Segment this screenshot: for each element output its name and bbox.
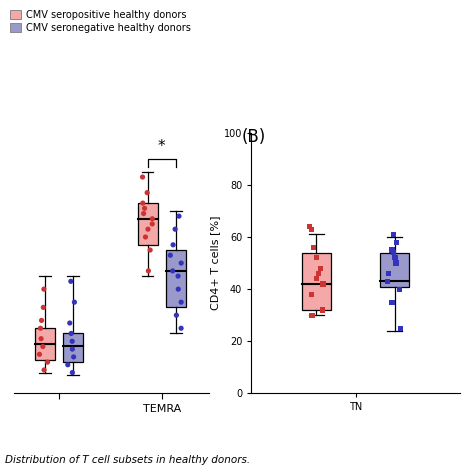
Point bbox=[314, 270, 322, 277]
Text: (B): (B) bbox=[242, 128, 266, 146]
Point bbox=[67, 277, 74, 285]
Point bbox=[312, 275, 320, 283]
Point bbox=[392, 259, 400, 267]
Point bbox=[396, 285, 403, 293]
Point bbox=[64, 361, 72, 369]
Point bbox=[308, 311, 316, 319]
Point bbox=[397, 324, 404, 332]
Point bbox=[169, 267, 176, 274]
Point bbox=[139, 199, 146, 207]
Point bbox=[40, 366, 48, 374]
Point bbox=[144, 225, 152, 233]
Bar bbox=[137, 203, 158, 245]
Point bbox=[177, 259, 185, 267]
Point bbox=[70, 353, 77, 361]
Point bbox=[317, 264, 324, 272]
Point bbox=[319, 306, 326, 314]
Point bbox=[69, 369, 76, 376]
Point bbox=[140, 210, 147, 217]
Point bbox=[308, 291, 316, 298]
Point bbox=[306, 223, 314, 230]
Legend: CMV seropositive healthy donors, CMV seronegative healthy donors: CMV seropositive healthy donors, CMV ser… bbox=[9, 9, 191, 33]
Bar bbox=[63, 334, 83, 362]
Y-axis label: CD4+ T cells [%]: CD4+ T cells [%] bbox=[210, 216, 219, 310]
Point bbox=[385, 270, 392, 277]
Point bbox=[36, 351, 43, 358]
Point bbox=[390, 230, 397, 238]
Point bbox=[38, 317, 46, 324]
Point bbox=[39, 303, 47, 311]
Point bbox=[319, 280, 327, 288]
Point bbox=[36, 324, 44, 332]
Point bbox=[177, 324, 185, 332]
Point bbox=[313, 254, 320, 262]
Point bbox=[139, 173, 146, 181]
Point bbox=[393, 238, 401, 246]
Point bbox=[145, 267, 152, 274]
Point bbox=[166, 251, 174, 259]
Point bbox=[310, 244, 317, 251]
Point bbox=[171, 225, 179, 233]
Point bbox=[148, 220, 156, 228]
Text: *: * bbox=[158, 138, 165, 154]
Point bbox=[148, 215, 156, 222]
Point bbox=[383, 277, 391, 285]
Bar bbox=[380, 253, 409, 286]
Point bbox=[68, 337, 76, 345]
Point bbox=[391, 254, 399, 262]
Bar bbox=[35, 328, 55, 359]
Point bbox=[66, 319, 73, 327]
Point bbox=[388, 246, 396, 254]
Point bbox=[177, 299, 185, 306]
Point bbox=[174, 272, 182, 280]
Point bbox=[37, 335, 45, 342]
Point bbox=[308, 225, 315, 233]
Point bbox=[40, 285, 48, 293]
Point bbox=[390, 249, 397, 256]
Point bbox=[146, 246, 154, 254]
Point bbox=[388, 299, 396, 306]
Point bbox=[169, 241, 177, 248]
Point bbox=[141, 205, 148, 212]
Point bbox=[39, 343, 46, 350]
Point bbox=[173, 311, 180, 319]
Point bbox=[67, 330, 75, 337]
Point bbox=[143, 189, 151, 196]
Point bbox=[71, 299, 78, 306]
Text: Distribution of T cell subsets in healthy donors.: Distribution of T cell subsets in health… bbox=[5, 455, 250, 465]
Bar bbox=[302, 253, 331, 310]
Point bbox=[175, 212, 183, 220]
Bar bbox=[165, 250, 186, 307]
Point bbox=[44, 358, 51, 366]
Point bbox=[174, 285, 182, 293]
Point bbox=[69, 345, 76, 353]
Point bbox=[142, 233, 149, 241]
